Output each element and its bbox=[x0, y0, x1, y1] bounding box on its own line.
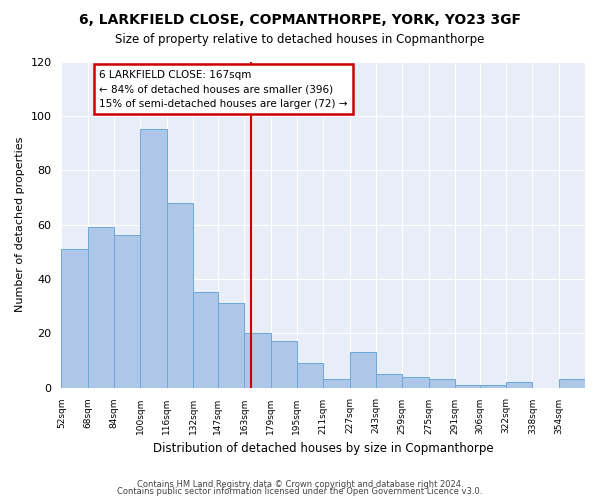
Bar bbox=[140, 130, 167, 388]
Text: Contains public sector information licensed under the Open Government Licence v3: Contains public sector information licen… bbox=[118, 487, 482, 496]
Bar bbox=[61, 249, 88, 388]
Bar bbox=[350, 352, 376, 388]
Bar bbox=[323, 380, 350, 388]
Y-axis label: Number of detached properties: Number of detached properties bbox=[15, 137, 25, 312]
Bar bbox=[271, 342, 297, 388]
Bar bbox=[244, 333, 271, 388]
Bar bbox=[218, 304, 244, 388]
X-axis label: Distribution of detached houses by size in Copmanthorpe: Distribution of detached houses by size … bbox=[153, 442, 494, 455]
Bar bbox=[506, 382, 532, 388]
Bar bbox=[455, 385, 479, 388]
Bar bbox=[428, 380, 455, 388]
Bar bbox=[193, 292, 218, 388]
Bar bbox=[88, 228, 114, 388]
Text: Size of property relative to detached houses in Copmanthorpe: Size of property relative to detached ho… bbox=[115, 32, 485, 46]
Bar bbox=[376, 374, 402, 388]
Bar bbox=[559, 380, 585, 388]
Bar bbox=[114, 236, 140, 388]
Text: 6 LARKFIELD CLOSE: 167sqm
← 84% of detached houses are smaller (396)
15% of semi: 6 LARKFIELD CLOSE: 167sqm ← 84% of detac… bbox=[99, 70, 348, 110]
Bar bbox=[297, 363, 323, 388]
Bar bbox=[402, 376, 428, 388]
Text: Contains HM Land Registry data © Crown copyright and database right 2024.: Contains HM Land Registry data © Crown c… bbox=[137, 480, 463, 489]
Bar bbox=[479, 385, 506, 388]
Bar bbox=[167, 203, 193, 388]
Text: 6, LARKFIELD CLOSE, COPMANTHORPE, YORK, YO23 3GF: 6, LARKFIELD CLOSE, COPMANTHORPE, YORK, … bbox=[79, 12, 521, 26]
